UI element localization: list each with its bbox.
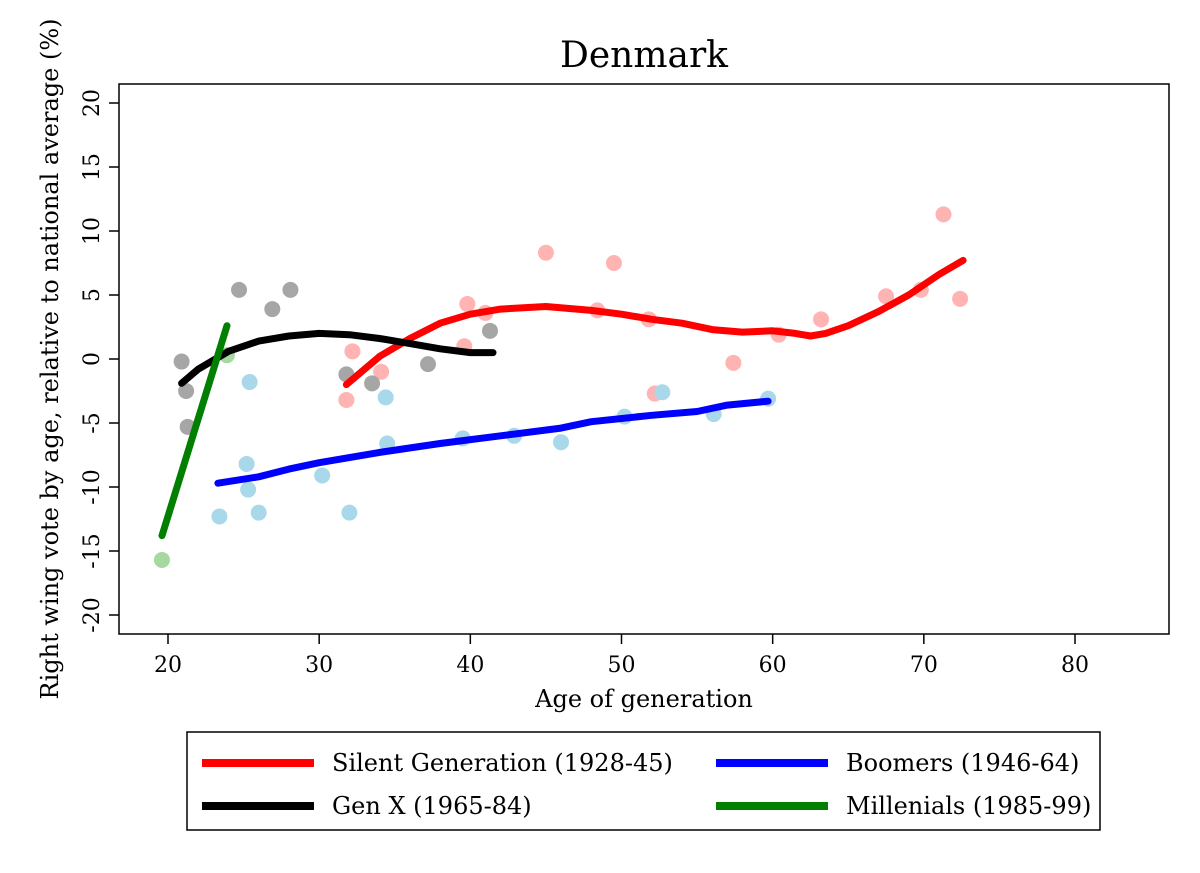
x-axis: 20 30 40 50 60 70 80 <box>154 634 1089 678</box>
data-point <box>878 288 895 305</box>
y-tick-label: -10 <box>80 469 105 504</box>
data-point <box>341 504 358 521</box>
scatter-points <box>153 206 969 568</box>
data-point <box>654 384 671 401</box>
fit-line <box>178 329 497 387</box>
x-tick-label: 30 <box>305 653 333 678</box>
data-point <box>420 356 437 373</box>
data-point <box>553 434 570 451</box>
y-tick-label: 10 <box>80 217 105 245</box>
x-tick-label: 40 <box>456 653 484 678</box>
data-point <box>725 354 742 371</box>
x-tick-label: 50 <box>608 653 636 678</box>
data-point <box>364 375 381 392</box>
data-point <box>481 322 498 339</box>
y-tick-label: -15 <box>80 533 105 568</box>
data-point <box>250 504 267 521</box>
x-tick-label: 80 <box>1061 653 1089 678</box>
data-point <box>231 281 248 298</box>
chart-title: Denmark <box>560 35 729 76</box>
data-point <box>238 455 255 472</box>
data-point <box>240 481 257 498</box>
data-point <box>377 389 394 406</box>
legend-label: Millenials (1985-99) <box>846 792 1091 820</box>
legend-label: Boomers (1946-64) <box>846 749 1079 777</box>
x-tick-label: 70 <box>910 653 938 678</box>
y-tick-label: 15 <box>80 153 105 181</box>
y-tick-label: -20 <box>80 597 105 632</box>
data-point <box>241 374 258 391</box>
fit-line <box>214 397 772 487</box>
data-point <box>153 551 170 568</box>
data-point <box>338 391 355 408</box>
legend-label: Silent Generation (1928-45) <box>332 749 673 777</box>
legend <box>186 731 1101 831</box>
data-point <box>537 244 554 261</box>
data-point <box>264 301 281 318</box>
x-tick-label: 60 <box>759 653 787 678</box>
y-axis-label: Right wing vote by age, relative to nati… <box>36 19 64 700</box>
data-point <box>952 290 969 307</box>
data-point <box>813 311 830 328</box>
data-point <box>459 295 476 312</box>
legend-label: Gen X (1965-84) <box>332 792 532 820</box>
fit-line <box>342 256 967 389</box>
data-point <box>935 206 952 223</box>
fit-lines <box>158 256 967 540</box>
data-point <box>314 467 331 484</box>
plot-frame <box>118 83 1170 635</box>
data-point <box>282 281 299 298</box>
data-point <box>211 508 228 525</box>
y-tick-label: 5 <box>80 288 105 302</box>
data-point <box>173 353 190 370</box>
y-tick-label: 20 <box>80 89 105 117</box>
x-axis-label: Age of generation <box>534 685 753 713</box>
y-tick-label: -5 <box>80 412 105 433</box>
y-axis: -20 -15 -10 -5 0 5 10 15 20 <box>80 89 119 633</box>
data-point <box>178 383 195 399</box>
x-tick-label: 20 <box>154 653 182 678</box>
data-point <box>344 343 361 360</box>
data-point <box>605 255 622 271</box>
data-point <box>373 363 390 380</box>
y-tick-label: 0 <box>80 352 105 366</box>
fit-line <box>158 322 231 540</box>
legend-items: Silent Generation (1928-45) Boomers (1946… <box>202 749 1091 820</box>
